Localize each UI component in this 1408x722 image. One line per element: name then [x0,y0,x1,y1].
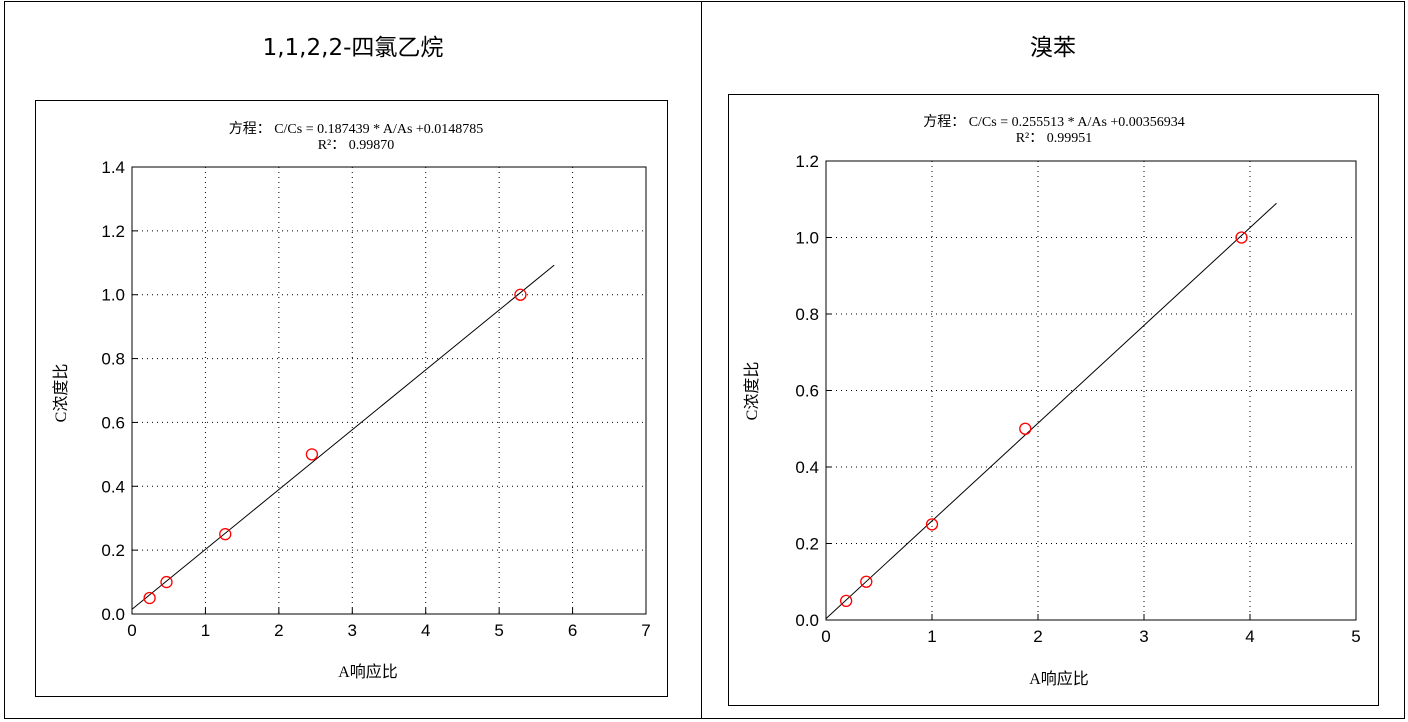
y-tick-label-left-6: 1.2 [101,222,125,241]
x-tick-label-left-6: 6 [568,621,577,640]
x-tick-label-left-0: 0 [127,621,136,640]
y-tick-label-left-5: 1.0 [101,286,125,305]
fit-line-left [131,264,555,610]
y-axis-label-left: C浓度比 [52,364,70,423]
data-point-right-4 [1235,231,1248,244]
chart-frame-right: 方程： C/Cs = 0.255513 * A/As +0.00356934 R… [728,94,1379,706]
table-cell-left: 1,1,2,2-四氯乙烷 方程： C/Cs = 0.187439 * A/As … [4,1,702,719]
y-tick-label-right-3: 0.6 [795,382,819,401]
y-tick-label-right-6: 1.2 [795,152,819,171]
x-tick-label-right-2: 2 [1033,627,1042,646]
x-tick-label-left-2: 2 [274,621,283,640]
data-point-right-1 [860,575,873,588]
y-tick-label-right-1: 0.2 [795,535,819,554]
x-tick-label-right-5: 5 [1351,627,1360,646]
x-tick-label-left-5: 5 [494,621,503,640]
x-axis-label-left: A响应比 [338,662,398,681]
data-point-left-4 [514,288,527,301]
y-tick-label-left-2: 0.4 [101,477,125,496]
data-point-left-3 [305,448,319,461]
x-tick-label-left-7: 7 [641,621,650,640]
y-tick-label-left-7: 1.4 [101,158,125,177]
data-point-right-2 [925,518,939,531]
y-tick-label-left-3: 0.6 [101,413,125,432]
equation-label-right: 方程： C/Cs = 0.255513 * A/As +0.00356934 [923,114,1185,130]
x-tick-label-left-1: 1 [201,621,210,640]
compound-title-right: 溴苯 [1030,35,1076,61]
y-tick-label-left-4: 0.8 [101,350,125,369]
table-cell-right: 溴苯 方程： C/Cs = 0.255513 * A/As +0.0035693… [701,1,1405,719]
x-tick-label-left-4: 4 [421,621,430,640]
calibration-chart-left: 方程： C/Cs = 0.187439 * A/As +0.0148785 R²… [52,121,651,681]
data-point-right-3 [1019,422,1032,435]
y-tick-label-right-5: 1.0 [795,229,819,248]
x-tick-label-left-3: 3 [348,621,357,640]
y-tick-label-right-4: 0.8 [795,305,819,324]
y-tick-label-right-2: 0.4 [795,458,819,477]
y-axis-label-right: C浓度比 [743,362,761,421]
plot-area-left [131,166,647,615]
x-tick-label-right-3: 3 [1139,627,1148,646]
equation-label-left: 方程： C/Cs = 0.187439 * A/As +0.0148785 [229,121,484,137]
fit-line-right [825,202,1277,620]
data-point-right-0 [839,594,853,608]
y-tick-label-right-0: 0.0 [795,611,819,630]
calibration-chart-right: 方程： C/Cs = 0.255513 * A/As +0.00356934 R… [743,114,1361,688]
data-point-left-1 [160,575,173,589]
x-tick-label-right-4: 4 [1245,627,1254,646]
y-tick-label-left-0: 0.0 [101,605,125,624]
chart-frame-left: 方程： C/Cs = 0.187439 * A/As +0.0148785 R²… [35,100,668,697]
x-tick-label-right-0: 0 [821,627,830,646]
y-tick-label-left-1: 0.2 [101,541,125,560]
x-axis-label-right: A响应比 [1029,669,1089,688]
x-tick-label-right-1: 1 [927,627,936,646]
data-point-left-0 [143,591,156,605]
data-point-left-2 [219,528,232,541]
compound-title-left: 1,1,2,2-四氯乙烷 [262,35,444,61]
r2-label-right: R²： 0.99951 [1016,131,1093,146]
r2-label-left: R²： 0.99870 [318,138,395,153]
